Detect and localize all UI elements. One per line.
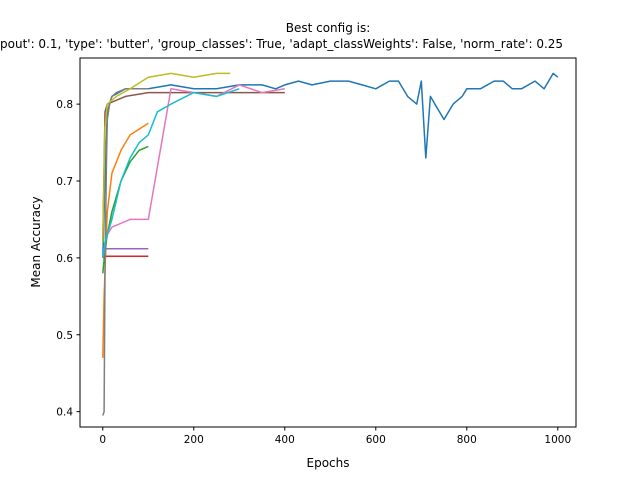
series-line-8: [102, 88, 149, 416]
y-axis-label: Mean Accuracy: [29, 196, 43, 287]
y-tick-label: 0.8: [56, 99, 73, 111]
x-axis-ticks: 0 200 400 600 800 1000: [99, 427, 571, 446]
x-tick-label: 1000: [544, 434, 571, 446]
series-layer: [102, 72, 559, 416]
series-line-10: [102, 88, 240, 259]
y-tick-label: 0.4: [56, 407, 73, 419]
series-line-9: [102, 72, 231, 243]
x-tick-label: 400: [275, 434, 295, 446]
series-line-6: [102, 91, 285, 243]
series-line-2: [102, 122, 149, 358]
x-tick-label: 0: [99, 434, 106, 446]
plot-frame: [79, 57, 577, 428]
chart-subtitle: pout': 0.1, 'type': 'butter', 'group_cla…: [0, 37, 563, 51]
x-tick-label: 600: [366, 434, 386, 446]
x-tick-label: 200: [184, 434, 204, 446]
y-tick-label: 0.5: [56, 330, 73, 342]
chart-title: Best config is:: [286, 21, 371, 35]
series-line-3: [102, 145, 149, 274]
series-line-1: [102, 72, 559, 258]
y-tick-label: 0.7: [56, 176, 73, 188]
series-line-4: [102, 255, 149, 259]
series-line-7: [102, 84, 285, 259]
y-axis-ticks: 0.4 0.5 0.6 0.7 0.8: [56, 99, 80, 419]
x-axis-label: Epochs: [307, 456, 350, 470]
x-tick-label: 800: [457, 434, 477, 446]
series-line-5: [102, 247, 149, 251]
y-tick-label: 0.6: [56, 253, 73, 265]
